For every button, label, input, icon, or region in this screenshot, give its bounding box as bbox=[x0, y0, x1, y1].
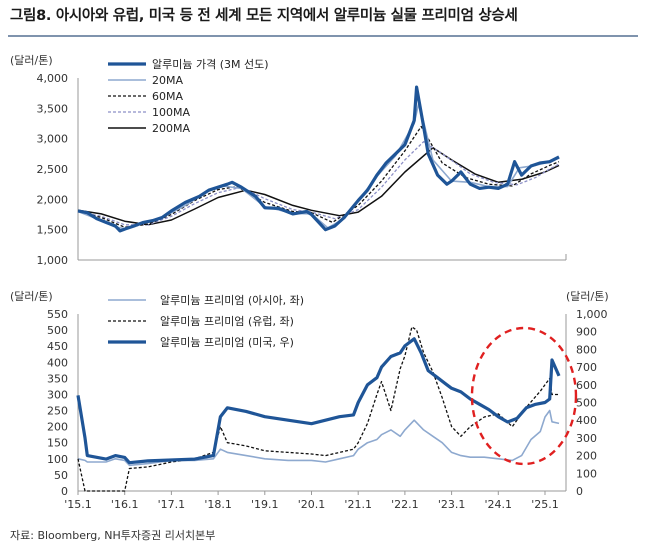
bottom-right-y-tick-label: 1,000 bbox=[576, 308, 608, 321]
series-line-100ma bbox=[77, 141, 560, 226]
bottom-left-y-tick-label: 350 bbox=[47, 372, 68, 385]
bottom-x-tick-label: '19.1 bbox=[251, 498, 279, 511]
bottom-x-tick-label: '24.1 bbox=[485, 498, 513, 511]
bottom-right-y-tick-label: 900 bbox=[576, 326, 597, 339]
legend-label-알루미늄-가격-3m-선도: 알루미늄 가격 (3M 선도) bbox=[152, 57, 269, 71]
series-line-알루미늄-프리미엄-아시아-좌 bbox=[77, 409, 560, 467]
bottom-left-y-tick-label: 450 bbox=[47, 340, 68, 353]
bottom-left-y-tick-label: 200 bbox=[47, 421, 68, 434]
bottom-x-tick-label: '15.1 bbox=[64, 498, 92, 511]
top-y-tick-label: 2,500 bbox=[37, 163, 69, 176]
legend-label-20ma: 20MA bbox=[152, 74, 183, 87]
top-y-tick-label: 3,500 bbox=[37, 102, 69, 115]
series-line-20ma bbox=[77, 101, 560, 230]
bottom-left-y-tick-label: 300 bbox=[47, 388, 68, 401]
top-y-tick-label: 4,000 bbox=[37, 72, 69, 85]
legend-label-100ma: 100MA bbox=[152, 106, 190, 119]
series-line-60ma bbox=[77, 125, 560, 228]
bottom-left-y-tick-label: 500 bbox=[47, 324, 68, 337]
bottom-left-y-tick-label: 250 bbox=[47, 405, 68, 418]
top-y-tick-label: 1,000 bbox=[37, 254, 69, 267]
bottom-x-tick-label: '18.1 bbox=[204, 498, 232, 511]
bottom-left-y-tick-label: 400 bbox=[47, 356, 68, 369]
bottom-left-y-tick-label: 550 bbox=[47, 308, 68, 321]
top-y-tick-label: 1,500 bbox=[37, 224, 69, 237]
source-note: 자료: Bloomberg, NH투자증권 리서치본부 bbox=[10, 529, 216, 542]
bottom-left-y-tick-label: 150 bbox=[47, 437, 68, 450]
bottom-x-tick-label: '22.1 bbox=[391, 498, 419, 511]
bottom-right-y-tick-label: 400 bbox=[576, 414, 597, 427]
title-divider bbox=[8, 35, 638, 37]
bottom-x-tick-label: '20.1 bbox=[298, 498, 326, 511]
bottom-right-y-tick-label: 0 bbox=[576, 485, 583, 498]
bottom-left-y-unit-label: (달러/톤) bbox=[10, 290, 53, 303]
top-y-tick-label: 3,000 bbox=[37, 133, 69, 146]
legend-label-알루미늄-프리미엄-아시아-좌: 알루미늄 프리미엄 (아시아, 좌) bbox=[160, 293, 304, 307]
top-y-tick-label: 2,000 bbox=[37, 193, 69, 206]
figure-title: 그림8. 아시아와 유럽, 미국 등 전 세계 모든 지역에서 알루미늄 실물 … bbox=[10, 8, 518, 24]
bottom-right-y-unit-label: (달러/톤) bbox=[566, 290, 609, 303]
series-line-200ma bbox=[77, 147, 560, 226]
legend-label-200ma: 200MA bbox=[152, 122, 190, 135]
bottom-left-y-tick-label: 100 bbox=[47, 453, 68, 466]
bottom-right-y-tick-label: 200 bbox=[576, 450, 597, 463]
legend-label-알루미늄-프리미엄-미국-우: 알루미늄 프리미엄 (미국, 우) bbox=[160, 335, 294, 349]
bottom-right-y-tick-label: 500 bbox=[576, 397, 597, 410]
legend-label-60ma: 60MA bbox=[152, 90, 183, 103]
legend-label-알루미늄-프리미엄-유럽-좌: 알루미늄 프리미엄 (유럽, 좌) bbox=[160, 314, 294, 328]
bottom-right-y-tick-label: 800 bbox=[576, 343, 597, 356]
series-line-알루미늄-가격-3m-선도 bbox=[77, 85, 560, 233]
bottom-right-y-tick-label: 700 bbox=[576, 361, 597, 374]
bottom-left-y-tick-label: 0 bbox=[61, 485, 68, 498]
bottom-right-y-tick-label: 100 bbox=[576, 467, 597, 480]
bottom-x-tick-label: '25.1 bbox=[531, 498, 559, 511]
bottom-left-y-tick-label: 50 bbox=[54, 469, 68, 482]
bottom-x-tick-label: '16.1 bbox=[111, 498, 139, 511]
bottom-x-tick-label: '21.1 bbox=[344, 498, 372, 511]
bottom-right-y-tick-label: 300 bbox=[576, 432, 597, 445]
top-y-unit-label: (달러/톤) bbox=[10, 54, 53, 67]
bottom-right-y-tick-label: 600 bbox=[576, 379, 597, 392]
bottom-x-tick-label: '23.1 bbox=[438, 498, 466, 511]
series-line-알루미늄-프리미엄-미국-우 bbox=[76, 337, 561, 465]
highlight-circle-annotation bbox=[470, 326, 578, 466]
bottom-x-tick-label: '17.1 bbox=[158, 498, 186, 511]
